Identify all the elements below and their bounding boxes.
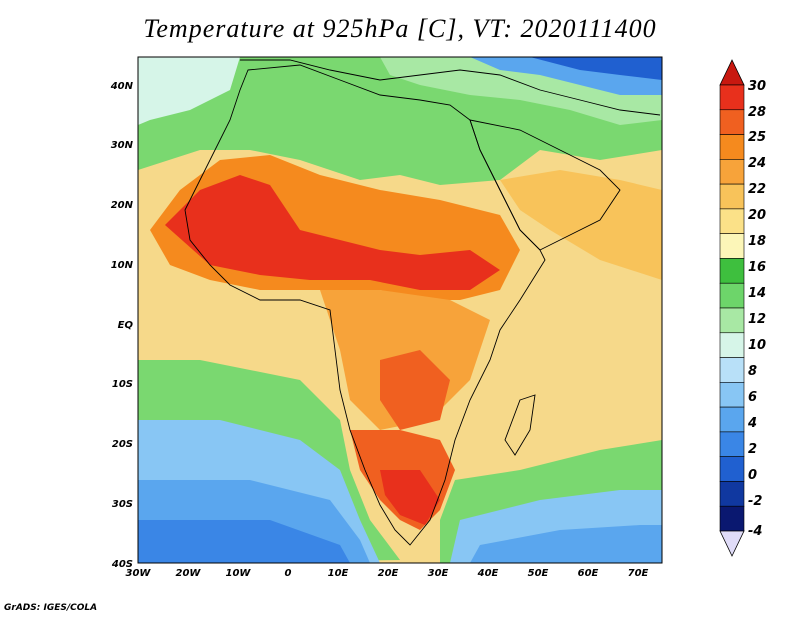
colorbar-label: 0 bbox=[748, 468, 757, 483]
atlantic-north-zone bbox=[138, 57, 240, 125]
lon-tick: 30E bbox=[428, 568, 449, 579]
colorbar-cell bbox=[719, 431, 745, 457]
colorbar-label: 18 bbox=[748, 234, 766, 249]
colorbar-cell bbox=[719, 84, 745, 111]
colorbar-cell bbox=[719, 109, 745, 135]
colorbar-label: 30 bbox=[748, 79, 766, 94]
colorbar-label: 24 bbox=[748, 156, 766, 171]
arabia-coastline bbox=[469, 119, 621, 251]
arabia-warm-zone bbox=[500, 170, 662, 280]
colorbar-label: 28 bbox=[748, 105, 766, 120]
lat-tick: 40S bbox=[111, 559, 133, 570]
colorbar-cell bbox=[719, 505, 745, 532]
lon-tick: 10E bbox=[328, 568, 349, 579]
lat-tick: 10S bbox=[112, 379, 133, 390]
colorbar-cell bbox=[719, 233, 745, 259]
lat-tick: EQ bbox=[118, 320, 134, 331]
colorbar-bottom-arrow bbox=[719, 530, 745, 557]
colorbar-label: 8 bbox=[748, 364, 757, 379]
colorbar-label: 2 bbox=[748, 442, 757, 457]
sahel-hot-zone bbox=[165, 175, 500, 290]
colorbar-top-arrow bbox=[719, 59, 745, 86]
colorbar-label: 6 bbox=[748, 390, 757, 405]
lat-tick: 30S bbox=[112, 499, 133, 510]
colorbar-label: 4 bbox=[747, 416, 757, 431]
south-hot-zone bbox=[380, 470, 440, 525]
madagascar-coastline bbox=[504, 394, 536, 456]
colorbar-cell bbox=[719, 332, 745, 358]
south-atlantic-coldest-zone bbox=[138, 520, 350, 563]
lat-tick: 40N bbox=[110, 81, 134, 92]
lon-axis: 30W 20W 10W 0 10E 20E 30E 40E 50E 60E 70… bbox=[126, 568, 649, 579]
colorbar-label: 25 bbox=[748, 130, 766, 145]
lat-tick: 20S bbox=[112, 439, 133, 450]
lon-tick: 40E bbox=[477, 568, 499, 579]
indian-ocean-colder-zone bbox=[470, 525, 662, 563]
map-frame bbox=[137, 56, 663, 564]
colorbar-label: 14 bbox=[748, 286, 766, 301]
lon-tick: 10W bbox=[226, 568, 252, 579]
colorbar-labels: 30 28 25 24 22 20 18 16 14 12 10 8 6 4 2… bbox=[747, 79, 766, 539]
europe-colder-zone bbox=[530, 57, 662, 80]
lon-tick: 60E bbox=[578, 568, 599, 579]
colorbar-label: 20 bbox=[748, 208, 766, 223]
lon-tick: 20W bbox=[176, 568, 202, 579]
colorbar-label: -4 bbox=[748, 524, 762, 539]
colorbar-cell bbox=[719, 406, 745, 433]
lat-tick: 10N bbox=[111, 260, 134, 271]
colorbar: 30 28 25 24 22 20 18 16 14 12 10 8 6 4 2… bbox=[719, 59, 766, 557]
colorbar-cell bbox=[719, 183, 745, 210]
colorbar-cell bbox=[719, 134, 745, 160]
colorbar-label: -2 bbox=[748, 494, 762, 509]
lon-tick: 50E bbox=[528, 568, 549, 579]
lat-tick: 20N bbox=[111, 200, 134, 211]
colorbar-cell bbox=[719, 307, 745, 334]
lon-tick: 0 bbox=[285, 568, 292, 579]
map-title: Temperature at 925hPa [C], VT: 202011140… bbox=[143, 14, 657, 43]
colorbar-cell bbox=[719, 357, 745, 383]
lon-tick: 30W bbox=[126, 568, 152, 579]
colorbar-cell bbox=[719, 258, 745, 284]
lon-tick: 70E bbox=[628, 568, 649, 579]
colorbar-cell bbox=[719, 159, 745, 185]
colorbar-label: 16 bbox=[748, 260, 766, 275]
central-hot-zone bbox=[380, 350, 450, 430]
europe-coastline bbox=[240, 59, 661, 116]
colorbar-label: 22 bbox=[748, 182, 766, 197]
colorbar-cell bbox=[719, 208, 745, 234]
grads-credit: GrADS: IGES/COLA bbox=[4, 603, 98, 613]
colorbar-cell bbox=[719, 382, 745, 408]
lat-tick: 30N bbox=[111, 140, 134, 151]
coastlines bbox=[184, 59, 661, 546]
temperature-field bbox=[138, 57, 662, 563]
colorbar-cell bbox=[719, 456, 745, 482]
colorbar-cell bbox=[719, 282, 745, 309]
lat-axis: 40N 30N 20N 10N EQ 10S 20S 30S 40S bbox=[110, 81, 134, 570]
colorbar-cell bbox=[719, 481, 745, 507]
lon-tick: 20E bbox=[378, 568, 399, 579]
colorbar-label: 10 bbox=[748, 338, 766, 353]
colorbar-label: 12 bbox=[748, 312, 766, 327]
colorbar-cells bbox=[719, 84, 745, 532]
